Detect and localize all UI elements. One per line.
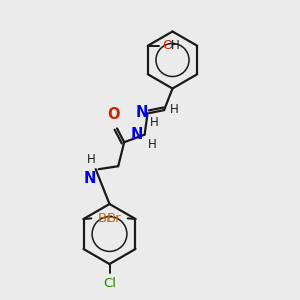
Text: N: N xyxy=(131,127,143,142)
Text: Br: Br xyxy=(106,212,121,225)
Text: O: O xyxy=(162,39,173,52)
Text: Br: Br xyxy=(98,212,112,225)
Text: N: N xyxy=(83,171,96,186)
Text: H: H xyxy=(148,138,156,151)
Text: O: O xyxy=(107,107,119,122)
Text: N: N xyxy=(135,105,148,120)
Text: Cl: Cl xyxy=(103,277,116,290)
Text: H: H xyxy=(150,116,159,129)
Text: H: H xyxy=(87,153,96,166)
Text: H: H xyxy=(170,103,179,116)
Text: H: H xyxy=(171,39,180,52)
